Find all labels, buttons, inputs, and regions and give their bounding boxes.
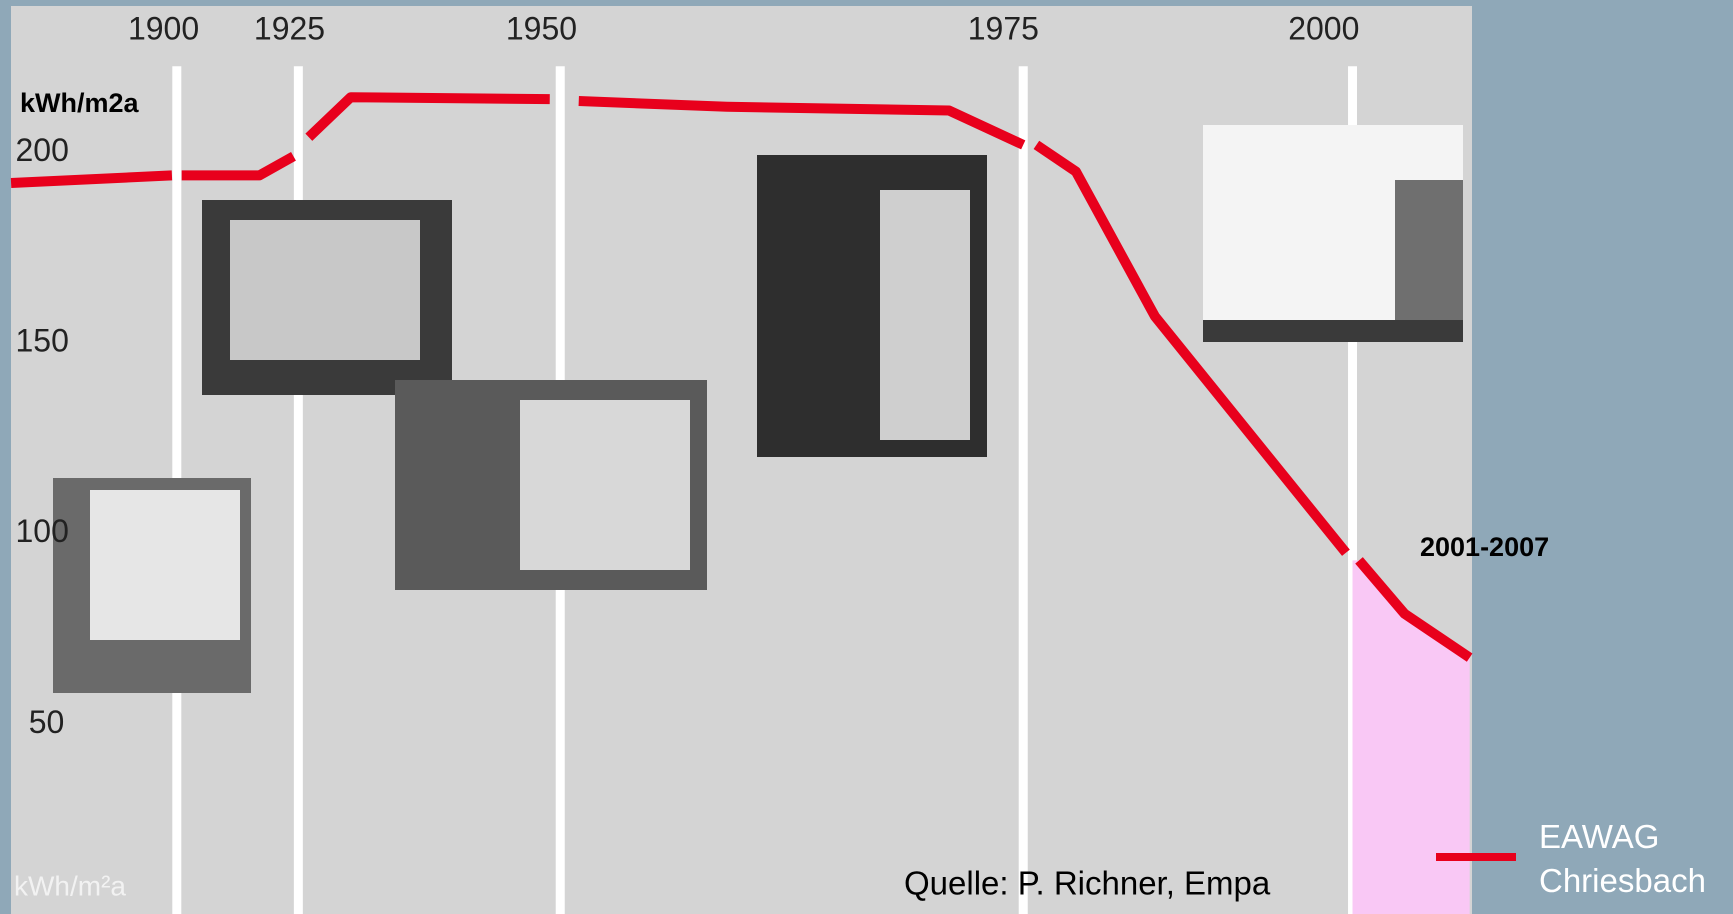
y-unit-label: kWh/m²a <box>14 870 126 901</box>
legend-label: EAWAG Chriesbach <box>1539 818 1706 899</box>
y-tick-label: 150 <box>15 323 68 359</box>
photos <box>53 125 1463 693</box>
y-tick-label: 100 <box>15 513 68 549</box>
annotation: 2001-2007 <box>1420 532 1549 562</box>
period-area <box>1352 560 1470 914</box>
data-line <box>181 151 296 181</box>
photo-tower-balconies <box>880 190 970 440</box>
source: Quelle: P. Richner, Empa <box>904 865 1271 902</box>
photo-1950-facade <box>520 400 690 570</box>
data-line <box>10 170 173 188</box>
x-tick-label: 1975 <box>968 10 1039 46</box>
x-tick-label: 1925 <box>254 10 325 46</box>
photo-modern-wing <box>1395 180 1463 320</box>
y-axis-label: kWh/m2a <box>20 88 140 118</box>
data-line <box>1355 557 1473 662</box>
x-tick-label: 1950 <box>506 10 577 46</box>
photo-modern-ground <box>1203 320 1463 342</box>
y-tick-label: 200 <box>15 132 68 168</box>
data-line <box>578 96 1026 150</box>
x-tick-label: 2000 <box>1288 10 1359 46</box>
data-line <box>1033 140 1350 556</box>
photo-villa-facade <box>90 490 240 640</box>
y-tick-label: 50 <box>29 704 65 740</box>
photo-1925-facade <box>230 220 420 360</box>
data-line <box>305 92 550 141</box>
x-tick-label: 1900 <box>128 10 199 46</box>
